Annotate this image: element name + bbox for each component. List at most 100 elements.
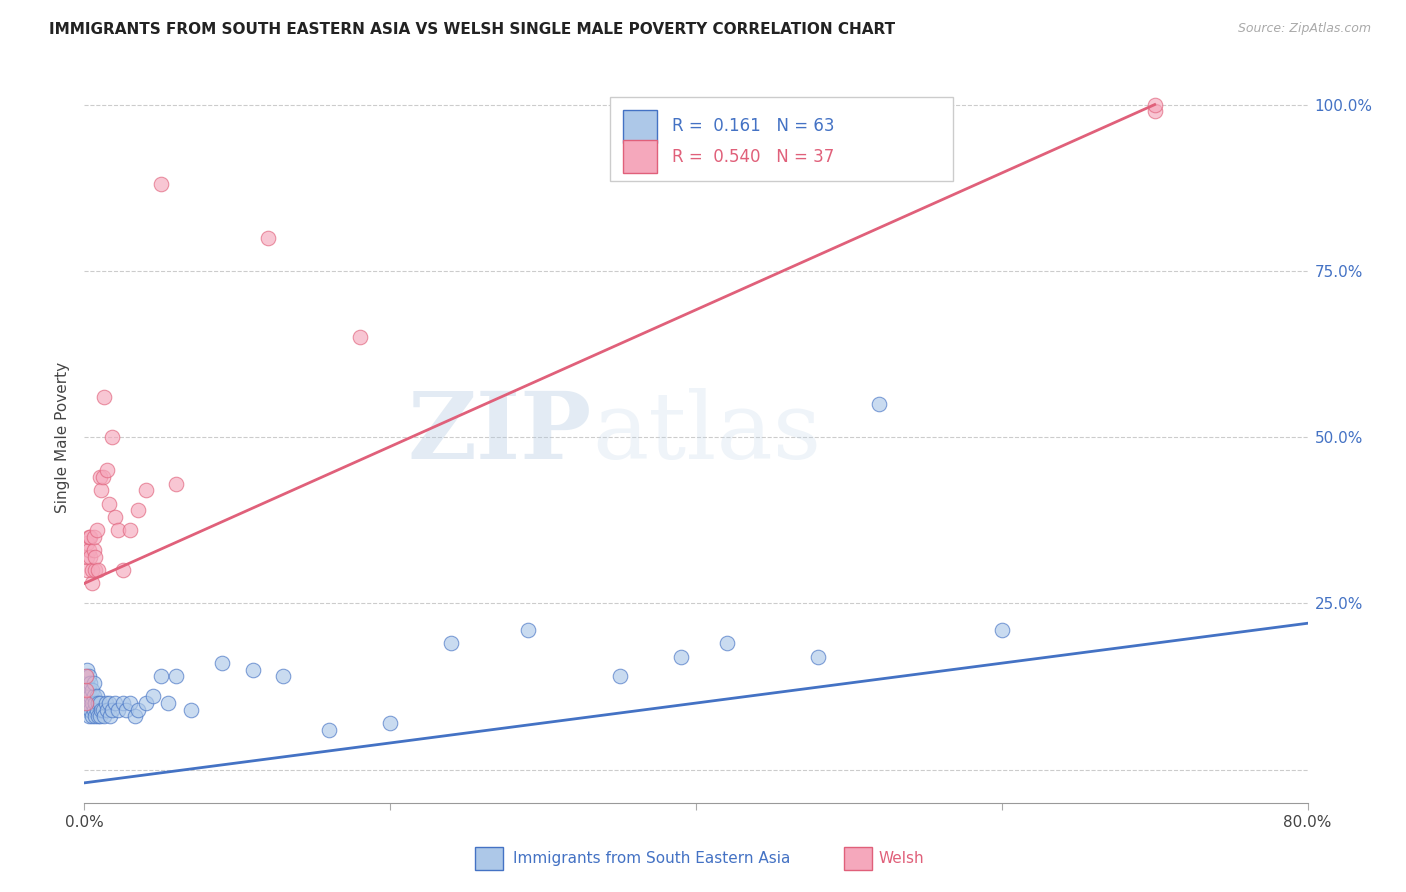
Point bbox=[91, 703, 114, 717]
Point bbox=[76, 703, 98, 717]
Point bbox=[90, 483, 112, 498]
Point bbox=[93, 709, 115, 723]
Point bbox=[149, 669, 172, 683]
Point bbox=[142, 690, 165, 704]
Y-axis label: Single Male Poverty: Single Male Poverty bbox=[55, 361, 70, 513]
Point bbox=[75, 696, 97, 710]
Point bbox=[89, 709, 111, 723]
Point bbox=[101, 430, 124, 444]
Point bbox=[77, 530, 100, 544]
Text: IMMIGRANTS FROM SOUTH EASTERN ASIA VS WELSH SINGLE MALE POVERTY CORRELATION CHAR: IMMIGRANTS FROM SOUTH EASTERN ASIA VS WE… bbox=[49, 22, 896, 37]
Point bbox=[165, 669, 187, 683]
Point bbox=[149, 178, 172, 192]
Point bbox=[90, 703, 112, 717]
Point bbox=[669, 649, 692, 664]
Point bbox=[83, 530, 105, 544]
Point bbox=[80, 682, 103, 697]
Point bbox=[180, 703, 202, 717]
Point bbox=[807, 649, 830, 664]
Point bbox=[869, 397, 891, 411]
Point bbox=[80, 563, 103, 577]
Point bbox=[76, 690, 98, 704]
Point bbox=[76, 663, 98, 677]
Point bbox=[1143, 97, 1166, 112]
Point bbox=[86, 690, 108, 704]
Point bbox=[96, 463, 118, 477]
Point bbox=[101, 703, 124, 717]
Point bbox=[104, 696, 127, 710]
Text: Immigrants from South Eastern Asia: Immigrants from South Eastern Asia bbox=[513, 851, 790, 865]
Point bbox=[318, 723, 340, 737]
Point bbox=[98, 709, 121, 723]
Text: R =  0.161   N = 63: R = 0.161 N = 63 bbox=[672, 117, 834, 136]
Point bbox=[211, 656, 233, 670]
Point bbox=[84, 549, 107, 564]
Point bbox=[157, 696, 180, 710]
Point bbox=[75, 690, 97, 704]
Point bbox=[87, 563, 110, 577]
Point bbox=[83, 690, 105, 704]
Point bbox=[516, 623, 538, 637]
Text: ZIP: ZIP bbox=[408, 388, 592, 478]
Point bbox=[83, 543, 105, 558]
Point bbox=[242, 663, 264, 677]
Point bbox=[1143, 104, 1166, 119]
Point bbox=[127, 703, 149, 717]
Point bbox=[86, 703, 108, 717]
Point bbox=[257, 230, 280, 244]
Point bbox=[80, 709, 103, 723]
Text: Welsh: Welsh bbox=[879, 851, 924, 865]
Point bbox=[79, 703, 101, 717]
Point bbox=[80, 576, 103, 591]
Point bbox=[84, 709, 107, 723]
Point bbox=[75, 669, 97, 683]
Point bbox=[77, 696, 100, 710]
Point bbox=[75, 669, 97, 683]
Point bbox=[97, 696, 120, 710]
Point bbox=[76, 549, 98, 564]
Point bbox=[75, 696, 97, 710]
Point bbox=[84, 563, 107, 577]
Point bbox=[77, 543, 100, 558]
Point bbox=[79, 690, 101, 704]
Point bbox=[75, 682, 97, 697]
Point bbox=[120, 696, 142, 710]
Text: Source: ZipAtlas.com: Source: ZipAtlas.com bbox=[1237, 22, 1371, 36]
Point bbox=[83, 703, 105, 717]
Point bbox=[107, 703, 129, 717]
Point bbox=[83, 676, 105, 690]
Point bbox=[165, 476, 187, 491]
Point bbox=[991, 623, 1014, 637]
Point bbox=[96, 703, 118, 717]
Point bbox=[75, 682, 97, 697]
Point bbox=[91, 470, 114, 484]
FancyBboxPatch shape bbox=[623, 140, 657, 173]
Point bbox=[77, 709, 100, 723]
Point bbox=[716, 636, 738, 650]
Point bbox=[349, 330, 371, 344]
Point bbox=[380, 716, 402, 731]
Point bbox=[124, 709, 146, 723]
Point bbox=[77, 682, 100, 697]
Point bbox=[89, 470, 111, 484]
Point bbox=[76, 676, 98, 690]
Point bbox=[76, 563, 98, 577]
Point bbox=[120, 523, 142, 537]
Point bbox=[76, 536, 98, 550]
Point bbox=[135, 483, 157, 498]
Point bbox=[79, 530, 101, 544]
Point bbox=[79, 676, 101, 690]
Point bbox=[114, 703, 136, 717]
Point bbox=[87, 696, 110, 710]
Point bbox=[87, 709, 110, 723]
Point bbox=[135, 696, 157, 710]
Point bbox=[609, 669, 631, 683]
Point bbox=[271, 669, 294, 683]
Point bbox=[84, 696, 107, 710]
Point bbox=[111, 696, 134, 710]
Text: R =  0.540   N = 37: R = 0.540 N = 37 bbox=[672, 148, 834, 166]
Text: atlas: atlas bbox=[592, 388, 821, 478]
Point bbox=[127, 503, 149, 517]
Point bbox=[104, 509, 127, 524]
Point bbox=[77, 669, 100, 683]
